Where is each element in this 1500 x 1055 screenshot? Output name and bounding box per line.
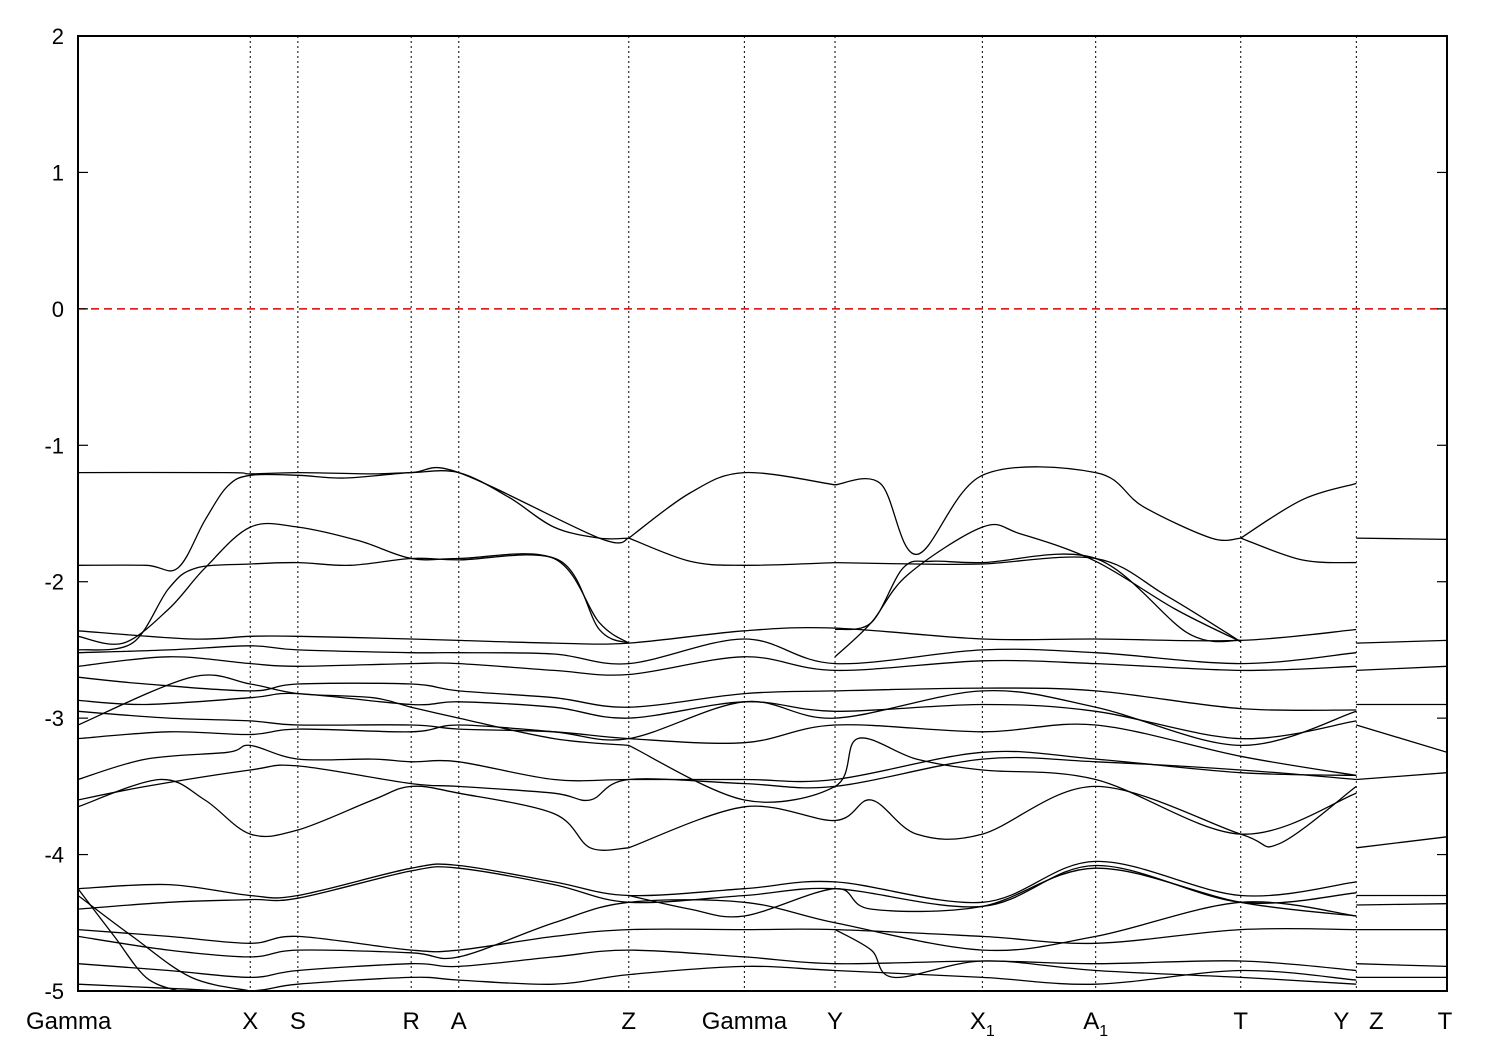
kpoint-lines bbox=[249, 36, 1357, 991]
x-axis-labels: Gamma X S R A Z Gamma Y X1 A1 T Y Z T bbox=[26, 1008, 1453, 1040]
band-line-34 bbox=[78, 927, 1357, 953]
band-line-5 bbox=[628, 537, 836, 566]
band-line-8 bbox=[834, 523, 1241, 658]
band-line-11 bbox=[1240, 537, 1357, 564]
band-line-17 bbox=[78, 692, 1357, 740]
band-line-22 bbox=[78, 674, 629, 747]
band-line-19 bbox=[78, 689, 1357, 747]
y-tick-label-5: 0 bbox=[52, 297, 64, 322]
y-tick-label-3: -2 bbox=[44, 570, 64, 595]
kpoint-label-sub-9: 1 bbox=[1099, 1023, 1108, 1040]
band-line-25 bbox=[628, 737, 1357, 835]
band-line-24 bbox=[628, 785, 1357, 849]
band-lines bbox=[78, 466, 1447, 991]
y-axis-ticks: -5 -4 -3 -2 -1 0 1 2 bbox=[44, 24, 1447, 1004]
band-line-39 bbox=[78, 888, 178, 991]
y-tick-label-0: -5 bbox=[44, 979, 64, 1004]
kpoint-label-4: A bbox=[451, 1008, 467, 1035]
band-line-16 bbox=[78, 676, 1357, 712]
band-line-41 bbox=[834, 929, 1357, 985]
band-line-26 bbox=[1356, 639, 1447, 644]
y-tick-label-4: -1 bbox=[44, 433, 64, 458]
kpoint-label-12: Z bbox=[1369, 1008, 1384, 1035]
kpoint-label-6: Gamma bbox=[702, 1008, 788, 1035]
band-line-45 bbox=[1356, 963, 1447, 968]
band-line-9 bbox=[834, 556, 1242, 643]
kpoint-label-8: X1 bbox=[970, 1008, 995, 1040]
band-line-43 bbox=[1356, 903, 1447, 906]
band-line-38 bbox=[78, 894, 251, 991]
band-line-6 bbox=[834, 466, 1241, 556]
band-line-13 bbox=[78, 626, 1357, 645]
band-line-1 bbox=[78, 466, 629, 572]
kpoint-label-2: S bbox=[290, 1008, 306, 1035]
band-line-4 bbox=[628, 471, 836, 539]
kpoint-label-sub-8: 1 bbox=[986, 1023, 995, 1040]
kpoint-label-11: Y bbox=[1333, 1008, 1349, 1035]
kpoint-label-7: Y bbox=[827, 1008, 843, 1035]
kpoint-label-13: T bbox=[1438, 1008, 1453, 1035]
band-line-3 bbox=[78, 554, 630, 651]
kpoint-label-10: T bbox=[1233, 1008, 1248, 1035]
y-tick-label-6: 1 bbox=[52, 160, 64, 185]
band-line-2 bbox=[78, 522, 630, 645]
band-line-7 bbox=[834, 553, 1241, 643]
y-tick-label-1: -4 bbox=[44, 843, 64, 868]
band-line-27 bbox=[1356, 665, 1447, 672]
band-line-14 bbox=[78, 638, 1357, 665]
band-line-33 bbox=[78, 864, 1357, 910]
band-line-23 bbox=[78, 778, 629, 851]
band-line-31 bbox=[1356, 836, 1447, 849]
y-tick-label-7: 2 bbox=[52, 24, 64, 49]
band-line-40 bbox=[628, 867, 1357, 918]
kpoint-label-0: Gamma bbox=[26, 1008, 112, 1035]
y-tick-label-2: -3 bbox=[44, 706, 64, 731]
band-line-21 bbox=[78, 756, 1357, 802]
band-line-36 bbox=[78, 949, 1357, 979]
band-line-37 bbox=[78, 965, 1357, 991]
band-line-29 bbox=[1356, 724, 1447, 753]
band-line-30 bbox=[1356, 772, 1447, 781]
kpoint-label-5: Z bbox=[621, 1008, 636, 1035]
band-line-0 bbox=[78, 470, 629, 540]
kpoint-label-3: R bbox=[403, 1008, 420, 1035]
kpoint-label-9: A1 bbox=[1083, 1008, 1108, 1040]
band-line-32 bbox=[78, 860, 1357, 904]
plot-frame bbox=[77, 35, 1448, 992]
band-line-20 bbox=[78, 744, 1357, 783]
band-line-12 bbox=[1356, 537, 1447, 541]
band-line-10 bbox=[1240, 482, 1357, 539]
band-line-15 bbox=[78, 656, 1357, 676]
band-line-35 bbox=[78, 899, 1357, 960]
kpoint-label-1: X bbox=[242, 1008, 258, 1035]
